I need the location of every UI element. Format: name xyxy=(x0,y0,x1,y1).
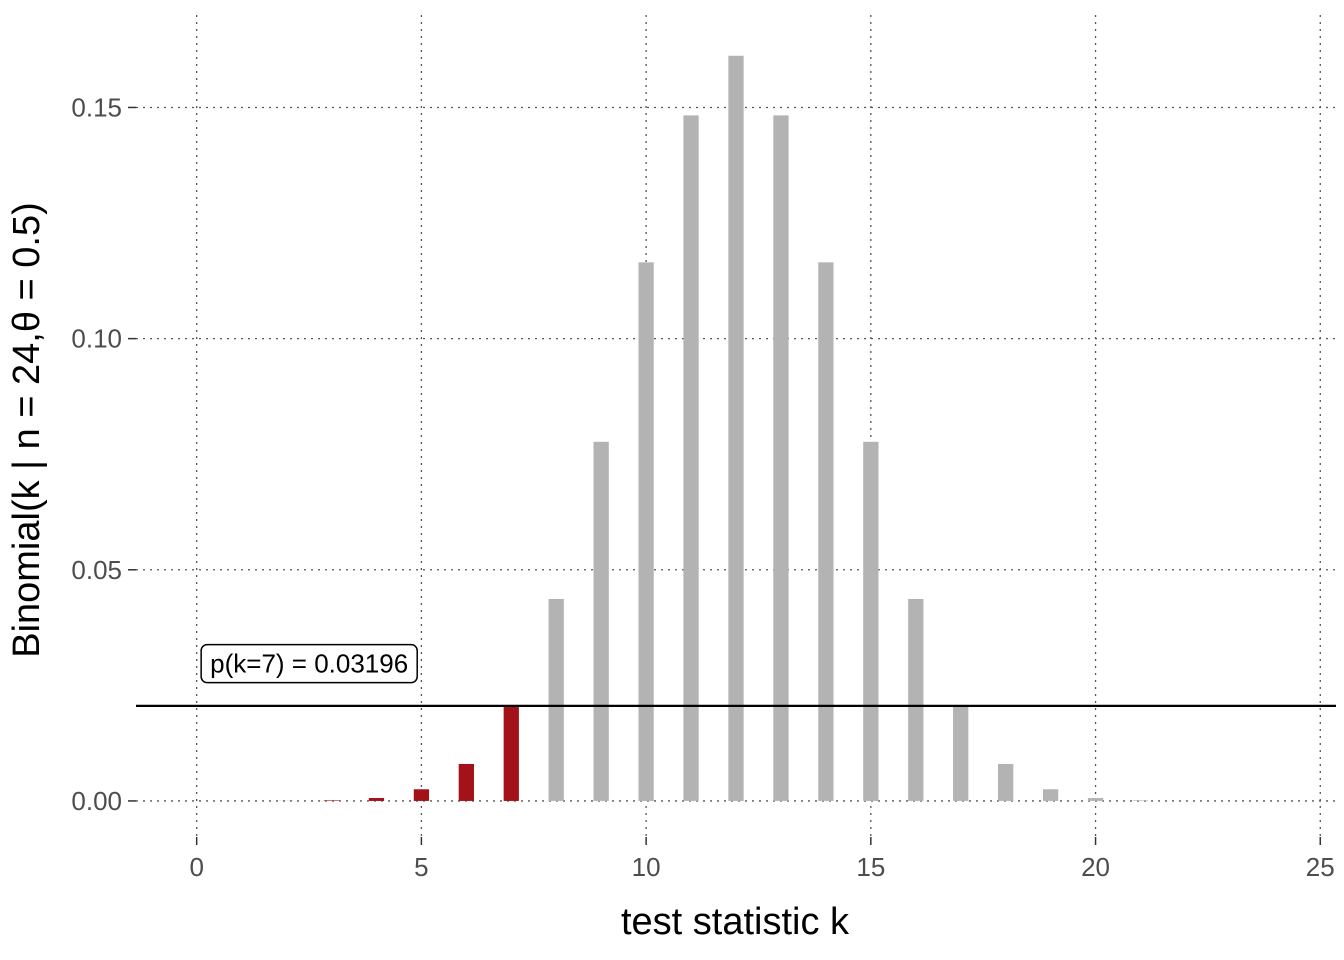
bar-k-21 xyxy=(1132,800,1149,801)
x-tick-label: 25 xyxy=(1306,852,1335,882)
x-tick-label: 0 xyxy=(189,852,203,882)
bar-k-12 xyxy=(728,55,744,801)
y-axis-title: Binomial(k | n = 24,θ = 0.5) xyxy=(6,202,48,658)
bar-k-5 xyxy=(413,789,430,801)
bar-k-3 xyxy=(323,800,340,801)
bar-k-18 xyxy=(998,763,1014,801)
bar-k-15 xyxy=(863,441,879,801)
x-tick-label: 15 xyxy=(856,852,885,882)
bar-k-4 xyxy=(368,798,385,801)
bar-k-10 xyxy=(638,262,654,801)
bar-k-19 xyxy=(1042,789,1059,801)
y-tick-label: 0.00 xyxy=(71,786,122,816)
bar-k-8 xyxy=(548,598,564,801)
annotation-box xyxy=(200,643,418,684)
axis-ticks: 0 5 10 15 20 25 0.00 0.05 0.10 0.15 xyxy=(71,92,1334,882)
annotation-text: p(k=7) = 0.03196 xyxy=(210,649,408,679)
bar-k-16 xyxy=(908,598,924,801)
bar-k-6 xyxy=(458,763,474,801)
y-tick-label: 0.15 xyxy=(71,92,122,122)
bar-k-9 xyxy=(593,441,609,801)
bar-k-11 xyxy=(683,115,699,801)
y-tick-label: 0.10 xyxy=(71,324,122,354)
bar-k-14 xyxy=(818,262,834,801)
bar-k-20 xyxy=(1087,798,1104,801)
bar-k-13 xyxy=(773,115,789,801)
x-tick-label: 5 xyxy=(414,852,428,882)
bar-k-17 xyxy=(953,705,969,801)
x-axis-title: test statistic k xyxy=(621,901,850,943)
x-tick-label: 20 xyxy=(1081,852,1110,882)
annotation-group: p(k=7) = 0.03196 xyxy=(200,643,418,684)
bar-k-7 xyxy=(503,705,519,801)
bars xyxy=(189,55,1283,801)
y-tick-label: 0.05 xyxy=(71,555,122,585)
x-tick-label: 10 xyxy=(632,852,661,882)
